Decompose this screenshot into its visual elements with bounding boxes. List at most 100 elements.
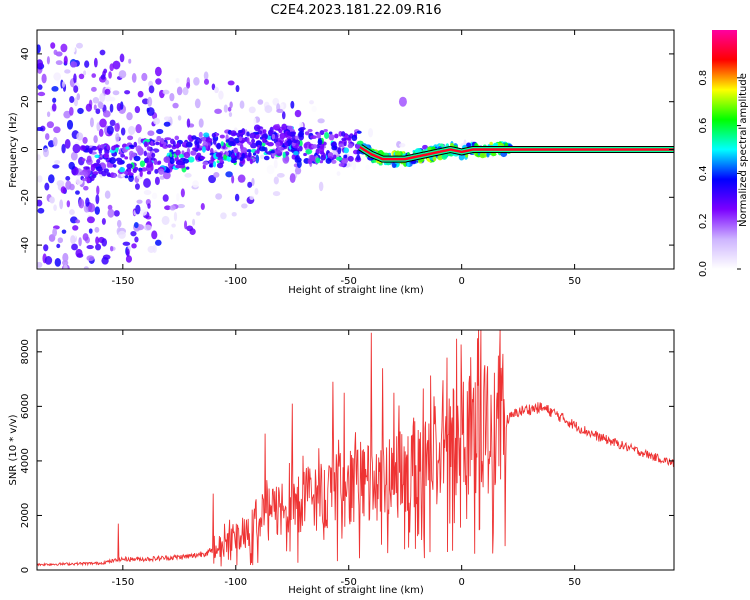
spectrogram-blob	[214, 86, 219, 94]
spectrogram-blob	[203, 78, 210, 85]
spectrogram-blob	[287, 138, 292, 145]
spectrogram-blob	[273, 159, 278, 169]
spectrogram-blob	[323, 129, 328, 133]
spectrogram-blob	[490, 152, 497, 157]
spectrogram-blob	[53, 204, 57, 212]
spectrogram-blob	[77, 107, 84, 115]
spectrogram-blob	[52, 136, 58, 147]
spectrogram-blob	[72, 143, 81, 154]
spectrogram-blob	[127, 125, 136, 135]
spectrogram-blob	[276, 108, 284, 114]
spectrogram-blob	[228, 112, 233, 117]
spectrogram-blob	[220, 141, 224, 147]
spectrogram-blob	[128, 58, 132, 64]
spectrogram-blob	[319, 160, 324, 164]
spectrogram-blob	[125, 146, 130, 150]
spectrogram-blob	[230, 130, 237, 137]
spectrogram-blob	[169, 92, 175, 102]
spectrogram-blob	[246, 131, 250, 137]
spectrogram-blob	[86, 155, 92, 163]
spectrogram-blob	[68, 161, 75, 170]
spectrogram-blob	[399, 142, 406, 148]
spectrogram-blob	[338, 163, 345, 167]
spectrogram-blob	[37, 207, 45, 214]
spectrogram-blob	[69, 209, 75, 216]
spectrogram-blob	[154, 239, 162, 246]
spectrogram-blob	[216, 162, 224, 169]
spectrogram-blob	[51, 86, 59, 92]
spectrogram-blob	[109, 63, 114, 72]
spectrogram-blob	[37, 261, 43, 268]
y-tick-label: -40	[20, 237, 31, 253]
spectrogram-blob	[239, 156, 244, 162]
spectrogram-blob	[95, 194, 100, 205]
spectrogram-blob	[225, 151, 229, 156]
spectrogram-blob	[172, 102, 179, 109]
spectrogram-blob	[251, 177, 255, 187]
spectrogram-blob	[286, 131, 291, 136]
spectrogram-blob	[341, 159, 349, 164]
spectrogram-blob	[281, 111, 286, 120]
spectrogram-blob	[78, 73, 85, 80]
spectrogram-blob	[247, 181, 253, 188]
spectrogram-blob	[311, 105, 317, 113]
spectrogram-blob	[95, 243, 102, 251]
spectrogram-blob	[62, 252, 69, 263]
spectrogram-blob	[48, 197, 54, 202]
spectrogram-blob	[305, 148, 313, 155]
spectrogram-blob	[176, 235, 182, 240]
colorbar-gradient	[712, 30, 737, 269]
spectrogram-blob	[124, 156, 129, 160]
spectrogram-blob	[231, 175, 235, 184]
spectrogram-blob	[109, 103, 114, 113]
spectrogram-blob	[101, 217, 106, 225]
spectrogram-blob	[162, 89, 170, 95]
spectrogram-blob	[126, 248, 130, 257]
spectrogram-blob	[343, 154, 348, 159]
spectrogram-blob	[131, 73, 137, 83]
figure-title: C2E4.2023.181.22.09.R16	[270, 3, 441, 18]
spectrogram-blob	[279, 132, 286, 140]
spectrogram-blob	[211, 132, 217, 138]
spectrogram-blob	[441, 153, 448, 160]
spectrogram-blob	[133, 155, 141, 162]
spectrogram-blob	[60, 43, 68, 53]
spectrogram-blob	[148, 85, 155, 94]
spectrogram-blob	[356, 154, 361, 161]
spectrogram-blob	[69, 106, 74, 116]
spectrogram-blob	[154, 66, 162, 77]
spectrogram-blob	[198, 138, 202, 144]
spectrogram-blob	[51, 103, 57, 112]
spectrogram-blob	[78, 237, 82, 247]
spectrogram-blob	[63, 56, 68, 65]
spectrogram-blob	[89, 117, 94, 128]
snr-x-axis: -150 -100 -50 0 50	[111, 330, 581, 588]
spectrogram-blob	[106, 161, 111, 168]
spectrogram-blob	[119, 166, 126, 173]
spectrogram-blob	[91, 145, 98, 151]
spectrogram-blob	[341, 131, 346, 137]
spectrogram-blob	[180, 188, 185, 198]
spectrogram-blob	[233, 148, 239, 154]
colorbar-label: Normalized spectral amplitude	[738, 73, 749, 227]
spectrogram-blob	[261, 142, 266, 147]
colorbar-tick-label: 0.8	[698, 70, 709, 86]
spectrogram-blob	[112, 90, 120, 96]
spectrogram-blob	[61, 81, 66, 88]
spectrogram-blob	[94, 226, 100, 233]
spectrogram-blob	[215, 193, 223, 200]
y-tick-label: 0	[20, 567, 31, 573]
spectrogram-blob	[98, 128, 104, 137]
spectrogram-blob	[332, 154, 337, 160]
spectrogram-blob	[255, 140, 263, 148]
spectrogram-blob	[272, 125, 280, 130]
spectrogram-blob	[141, 167, 148, 172]
spectrogram-blob	[303, 152, 307, 157]
spectrogram-blob	[198, 118, 204, 128]
spectrogram-blob	[37, 175, 43, 183]
spectrogram-blob	[328, 131, 333, 135]
spectrogram-blob	[195, 211, 201, 216]
spectrogram-blob	[101, 170, 107, 177]
spectrogram-blob	[153, 117, 161, 125]
spectrogram-blob	[156, 128, 164, 135]
